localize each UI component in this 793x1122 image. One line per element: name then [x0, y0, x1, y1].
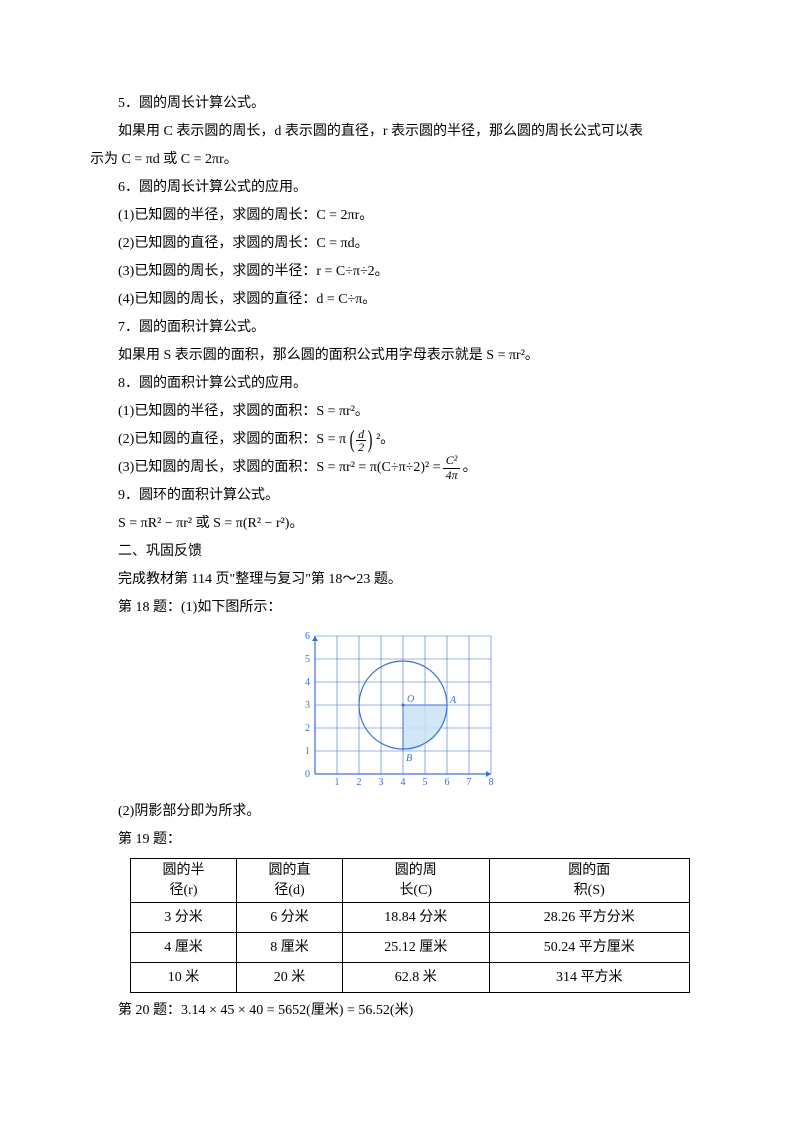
svg-text:1: 1	[305, 746, 310, 757]
table-row: 4 厘米 8 厘米 25.12 厘米 50.24 平方厘米	[131, 933, 690, 963]
circle-measures-table: 圆的半径(r) 圆的直径(d) 圆的周长(C) 圆的面积(S) 3 分米 6 分…	[130, 858, 690, 993]
th-radius: 圆的半径(r)	[131, 859, 237, 903]
item-9-title: 9．圆环的面积计算公式。	[90, 482, 703, 510]
item-6-1: (1)已知圆的半径，求圆的周长：C = 2πr。	[90, 202, 703, 230]
svg-text:4: 4	[400, 777, 405, 788]
q20-text: 第 20 题：3.14 × 45 × 40 = 5652(厘米) = 56.52…	[90, 997, 703, 1025]
item-6-4: (4)已知圆的周长，求圆的直径：d = C÷π。	[90, 286, 703, 314]
svg-text:2: 2	[305, 723, 310, 734]
frac1-den: 2	[356, 441, 366, 453]
cell: 10 米	[131, 963, 237, 993]
svg-text:7: 7	[466, 777, 471, 788]
item-8-2-post: ²。	[376, 426, 394, 454]
q19-title: 第 19 题：	[90, 826, 703, 854]
cell: 3 分米	[131, 903, 237, 933]
q18-2: (2)阴影部分即为所求。	[90, 798, 703, 826]
grid-circle-chart: 1 2 3 4 5 6 7 8 0 1 2 3 4 5 6 O A B	[90, 630, 703, 790]
th-diameter: 圆的直径(d)	[237, 859, 343, 903]
cell: 28.26 平方分米	[489, 903, 689, 933]
svg-text:6: 6	[305, 631, 310, 642]
svg-text:5: 5	[305, 654, 310, 665]
cell: 25.12 厘米	[343, 933, 489, 963]
item-7-text: 如果用 S 表示圆的面积，那么圆的面积公式用字母表示就是 S = πr²。	[90, 342, 703, 370]
table-row: 3 分米 6 分米 18.84 分米 28.26 平方分米	[131, 903, 690, 933]
svg-text:A: A	[449, 695, 457, 706]
svg-text:6: 6	[444, 777, 449, 788]
item-8-2-pre: (2)已知圆的直径，求圆的面积：S = π	[118, 426, 346, 454]
svg-text:5: 5	[422, 777, 427, 788]
item-6-3: (3)已知圆的周长，求圆的半径：r = C÷π÷2。	[90, 258, 703, 286]
svg-text:3: 3	[378, 777, 383, 788]
svg-text:1: 1	[334, 777, 339, 788]
item-8-title: 8．圆的面积计算公式的应用。	[90, 370, 703, 398]
item-6-2: (2)已知圆的直径，求圆的周长：C = πd。	[90, 230, 703, 258]
svg-text:O: O	[407, 694, 414, 705]
svg-text:0: 0	[305, 769, 310, 780]
item-5-text-a: 如果用 C 表示圆的周长，d 表示圆的直径，r 表示圆的半径，那么圆的周长公式可…	[90, 118, 703, 146]
q18-title: 第 18 题：(1)如下图所示：	[90, 594, 703, 622]
cell: 20 米	[237, 963, 343, 993]
cell: 4 厘米	[131, 933, 237, 963]
item-8-3: (3)已知圆的周长，求圆的面积：S = πr² = π(C÷π÷2)² = C²…	[90, 454, 703, 482]
grid-chart-svg: 1 2 3 4 5 6 7 8 0 1 2 3 4 5 6 O A B	[297, 630, 497, 790]
svg-text:B: B	[406, 753, 412, 764]
item-7-title: 7．圆的面积计算公式。	[90, 314, 703, 342]
item-8-1: (1)已知圆的半径，求圆的面积：S = πr²。	[90, 398, 703, 426]
item-8-3-post: 。	[463, 454, 477, 482]
table-header-row: 圆的半径(r) 圆的直径(d) 圆的周长(C) 圆的面积(S)	[131, 859, 690, 903]
cell: 62.8 米	[343, 963, 489, 993]
cell: 8 厘米	[237, 933, 343, 963]
svg-text:3: 3	[305, 700, 310, 711]
table-row: 10 米 20 米 62.8 米 314 平方米	[131, 963, 690, 993]
cell: 314 平方米	[489, 963, 689, 993]
page-container: 5．圆的周长计算公式。 如果用 C 表示圆的周长，d 表示圆的直径，r 表示圆的…	[0, 0, 793, 1122]
item-5-text-b: 示为 C = πd 或 C = 2πr。	[90, 146, 703, 174]
task-instruction: 完成教材第 114 页"整理与复习"第 18～23 题。	[90, 566, 703, 594]
item-8-3-pre: (3)已知圆的周长，求圆的面积：S = πr² = π(C÷π÷2)² =	[118, 454, 441, 482]
svg-text:4: 4	[305, 677, 310, 688]
item-5-title: 5．圆的周长计算公式。	[90, 90, 703, 118]
th-circumference: 圆的周长(C)	[343, 859, 489, 903]
item-8-2: (2)已知圆的直径，求圆的面积：S = π ( d 2 ) ²。	[90, 426, 703, 454]
svg-text:2: 2	[356, 777, 361, 788]
th-area: 圆的面积(S)	[489, 859, 689, 903]
fraction-c2-over-4pi: C² 4π	[443, 454, 461, 481]
frac1-num: d	[356, 428, 366, 441]
frac2-den: 4π	[443, 469, 461, 482]
svg-text:8: 8	[488, 777, 493, 788]
cell: 50.24 平方厘米	[489, 933, 689, 963]
item-9-text: S = πR² − πr² 或 S = π(R² − r²)。	[90, 510, 703, 538]
cell: 18.84 分米	[343, 903, 489, 933]
fraction-d-over-2: ( d 2 )	[348, 428, 374, 453]
frac2-num: C²	[443, 454, 461, 468]
section-2-title: 二、巩固反馈	[90, 538, 703, 566]
item-6-title: 6．圆的周长计算公式的应用。	[90, 174, 703, 202]
cell: 6 分米	[237, 903, 343, 933]
